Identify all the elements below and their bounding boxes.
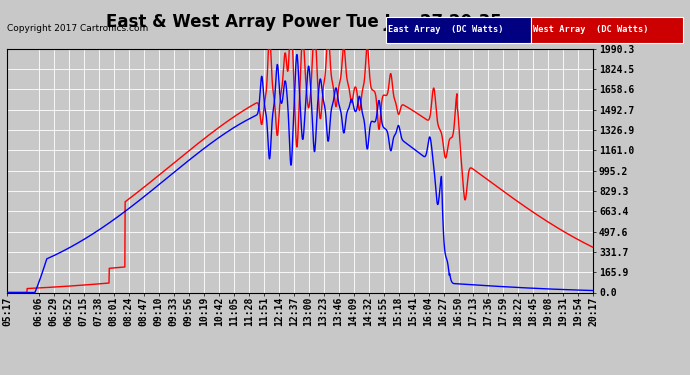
Text: West Array  (DC Watts): West Array (DC Watts) xyxy=(533,26,649,34)
Text: East Array  (DC Watts): East Array (DC Watts) xyxy=(388,26,504,34)
Text: Copyright 2017 Cartronics.com: Copyright 2017 Cartronics.com xyxy=(7,24,148,33)
Text: East & West Array Power Tue Jun 27 20:35: East & West Array Power Tue Jun 27 20:35 xyxy=(106,13,502,31)
